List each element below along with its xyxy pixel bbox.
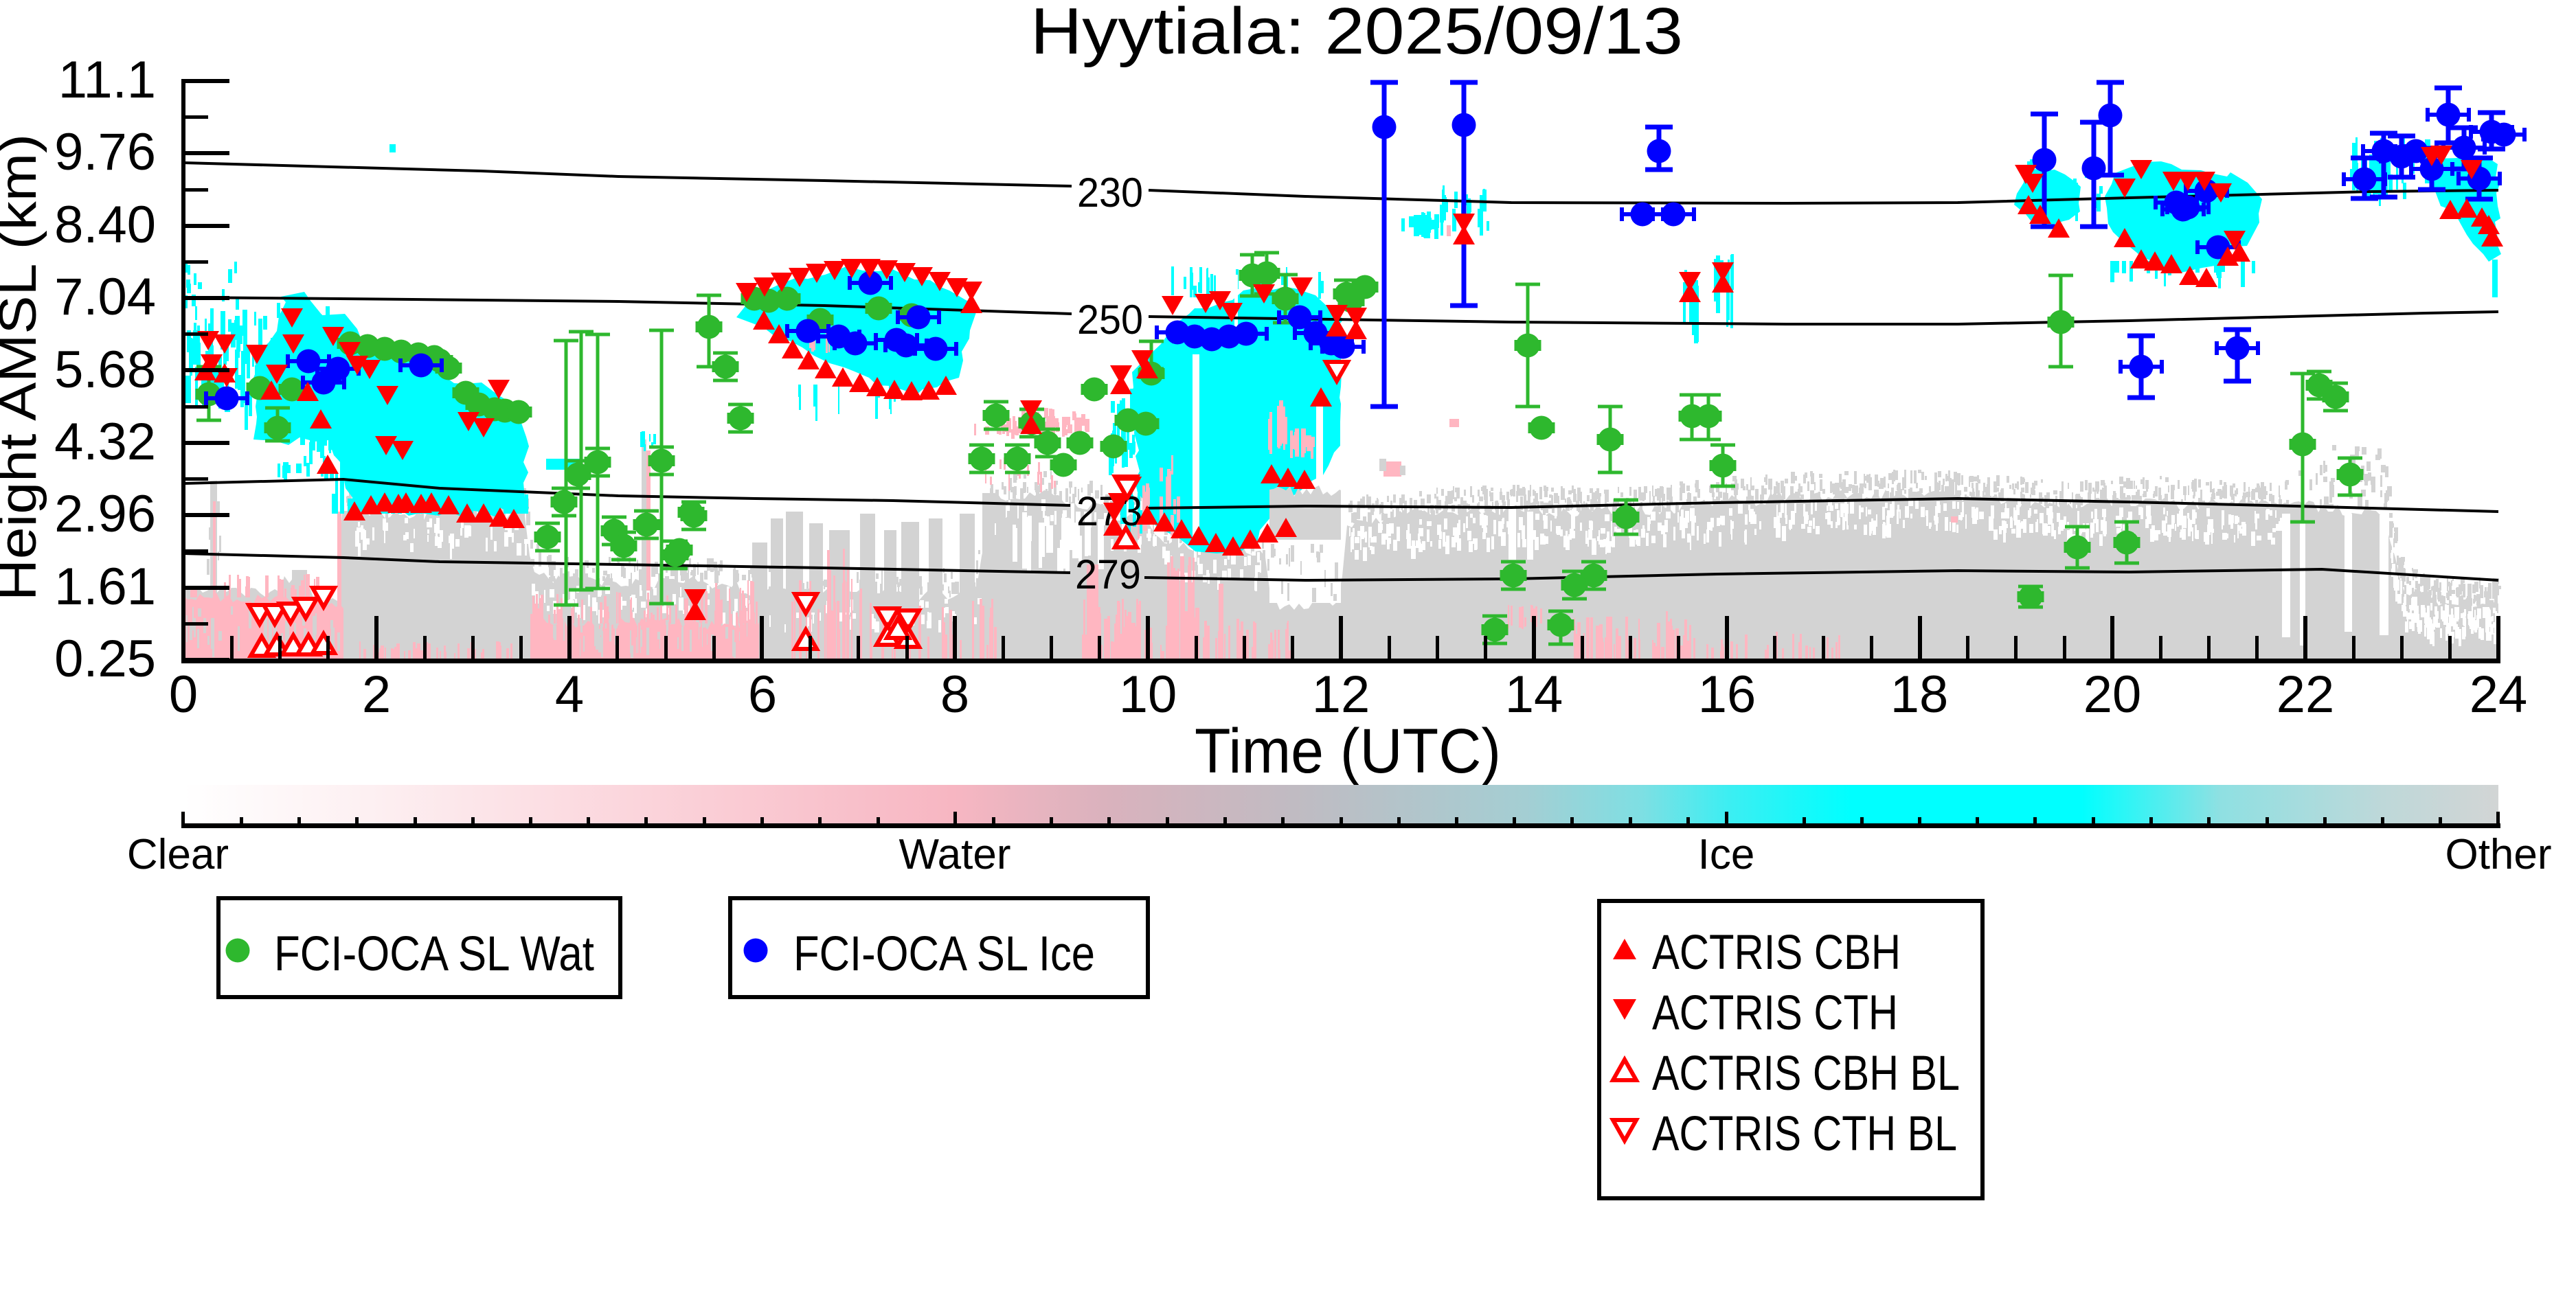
svg-text:Other: Other [2445,831,2551,878]
svg-text:250: 250 [1077,297,1143,343]
svg-text:8.40: 8.40 [54,196,156,254]
svg-text:4: 4 [555,665,584,724]
svg-text:ACTRIS CTH BL: ACTRIS CTH BL [1652,1107,1957,1161]
svg-text:20: 20 [2083,665,2142,724]
svg-text:0: 0 [169,665,198,724]
svg-text:6: 6 [748,665,777,724]
svg-text:8: 8 [940,665,969,724]
svg-text:11.1: 11.1 [58,51,156,109]
svg-text:14: 14 [1505,665,1563,724]
svg-text:ACTRIS CTH: ACTRIS CTH [1652,986,1898,1040]
svg-text:FCI-OCA SL Ice: FCI-OCA SL Ice [793,927,1095,981]
svg-text:ACTRIS CBH: ACTRIS CBH [1652,926,1901,980]
svg-text:230: 230 [1077,170,1143,216]
svg-text:Water: Water [899,831,1010,878]
svg-text:Hyytiala: 2025/09/13: Hyytiala: 2025/09/13 [1030,0,1683,68]
svg-text:Time (UTC): Time (UTC) [1195,716,1501,786]
svg-text:24: 24 [2470,665,2528,724]
svg-text:16: 16 [1698,665,1756,724]
svg-text:0.25: 0.25 [54,630,156,688]
svg-text:2: 2 [362,665,391,724]
svg-text:12: 12 [1312,665,1370,724]
svg-text:18: 18 [1890,665,1949,724]
svg-text:7.04: 7.04 [54,268,156,326]
svg-text:279: 279 [1075,551,1141,597]
svg-text:FCI-OCA SL Wat: FCI-OCA SL Wat [274,927,594,981]
svg-text:10: 10 [1119,665,1177,724]
svg-text:Height AMSL (km): Height AMSL (km) [0,134,47,601]
svg-text:5.68: 5.68 [54,341,156,399]
svg-text:4.32: 4.32 [54,413,156,471]
svg-text:Clear: Clear [127,831,229,878]
svg-text:ACTRIS CBH BL: ACTRIS CBH BL [1652,1047,1960,1101]
svg-text:22: 22 [2276,665,2335,724]
svg-text:2.96: 2.96 [54,485,156,543]
svg-text:Ice: Ice [1698,831,1755,878]
svg-text:9.76: 9.76 [54,123,156,181]
svg-text:1.61: 1.61 [54,558,156,616]
